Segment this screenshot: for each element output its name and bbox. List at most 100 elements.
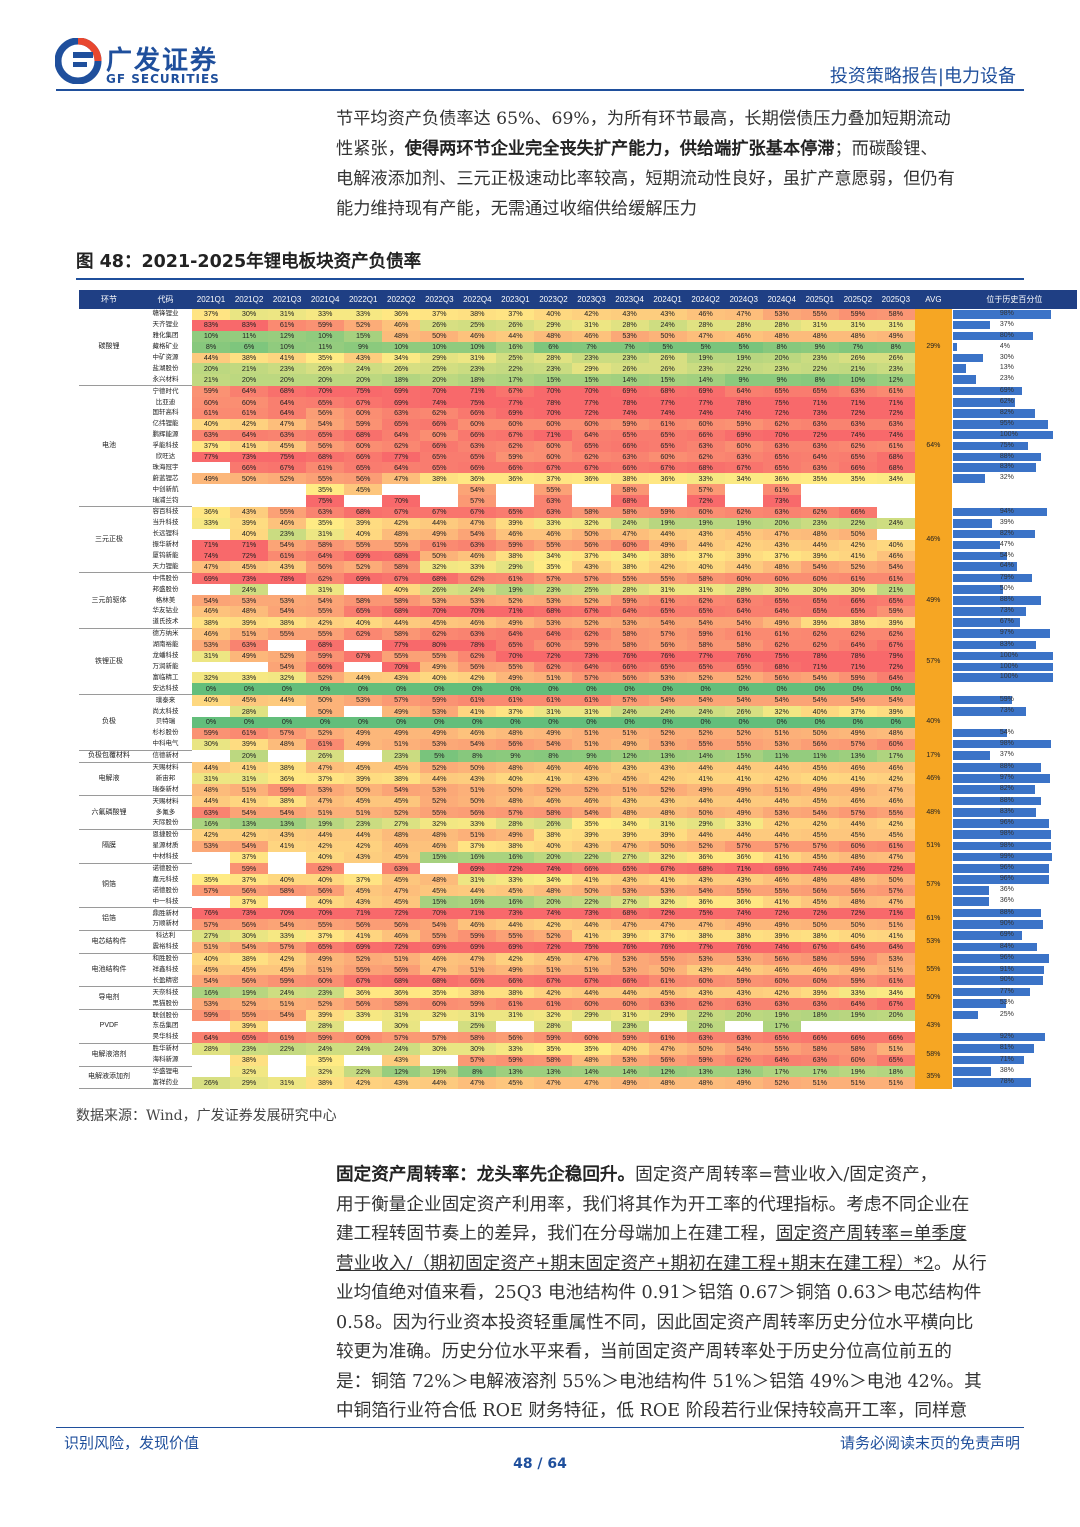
value-cell: 65%	[420, 462, 459, 474]
percentile-cell: 98%	[951, 840, 1077, 852]
percentile-label: 13%	[999, 364, 1014, 372]
value-cell: 58%	[800, 1043, 839, 1055]
value-cell: 62%	[420, 628, 459, 640]
percentile-label: 88%	[999, 796, 1014, 804]
value-cell: 17%	[762, 1021, 801, 1032]
value-cell: 64%	[876, 941, 915, 954]
value-cell: 32%	[192, 672, 231, 684]
value-cell: 61%	[496, 998, 535, 1010]
value-cell: 54%	[268, 606, 307, 617]
value-cell: 74%	[838, 429, 877, 441]
value-cell: 27%	[192, 930, 231, 942]
value-cell: 37%	[192, 309, 231, 320]
value-cell: 72%	[572, 408, 611, 419]
value-cell: 62%	[762, 418, 801, 430]
percentile-bar	[952, 310, 1051, 319]
value-cell: 34%	[724, 473, 763, 485]
table-row: 厦钨新能 74% 72% 61% 64% 69% 68% 50% 46% 38% 34% 37% 34%…	[79, 550, 1077, 562]
figure-source: 数据来源：Wind，广发证券发展研究中心	[76, 1108, 337, 1124]
value-cell: 45%	[876, 829, 915, 841]
value-cell: 65%	[382, 418, 421, 430]
value-cell: 53%	[610, 1054, 649, 1067]
value-cell: 73%	[230, 451, 269, 463]
value-cell: 71%	[876, 907, 915, 919]
value-cell: 48%	[800, 528, 839, 540]
value-cell: 49%	[192, 473, 231, 485]
percentile-cell: 97%	[951, 773, 1077, 785]
value-cell: 60%	[876, 738, 915, 751]
percentile-cell	[951, 1021, 1077, 1032]
value-cell: 66%	[458, 975, 497, 987]
value-cell: 35%	[534, 1043, 573, 1055]
value-cell: 55%	[762, 885, 801, 897]
percentile-cell: 96%	[951, 874, 1077, 886]
value-cell: 59%	[268, 975, 307, 987]
value-cell: 55%	[268, 506, 307, 518]
value-cell: 59%	[306, 1031, 345, 1044]
value-cell: 57%	[686, 484, 725, 496]
value-cell: 74%	[648, 408, 687, 419]
value-cell: 43%	[344, 896, 383, 908]
text-line: 业均值绝对值来看，25Q3 电池结构件 0.91＞铝箔 0.67＞铜箔 0.63…	[336, 1279, 1024, 1309]
value-cell: 45%	[382, 851, 421, 864]
value-cell: 33%	[686, 473, 725, 485]
value-cell: 39%	[876, 616, 915, 629]
value-cell: 48%	[838, 896, 877, 908]
value-cell: 56%	[306, 561, 345, 573]
value-cell: 34%	[610, 817, 649, 830]
value-cell: 0%	[724, 683, 763, 695]
avg-cell: 43%	[914, 1009, 952, 1044]
company-cell: 富祥药业	[139, 1077, 192, 1090]
value-cell: 54%	[686, 616, 725, 629]
value-cell: 66%	[838, 595, 877, 607]
percentile-cell	[951, 484, 1077, 496]
value-cell: 48%	[382, 829, 421, 841]
value-cell: 74%	[534, 863, 573, 875]
percentile-cell: 91%	[951, 964, 1077, 976]
value-cell: 78%	[268, 572, 307, 585]
value-cell: 0%	[192, 716, 231, 728]
value-cell: 47%	[876, 784, 915, 796]
value-cell: 12%	[610, 750, 649, 763]
value-cell: 44%	[420, 773, 459, 785]
value-cell: 46%	[458, 727, 497, 739]
value-cell: 49%	[496, 964, 535, 976]
value-cell: 65%	[496, 639, 535, 651]
value-cell: 51%	[306, 964, 345, 976]
company-cell: 雅化集团	[139, 330, 192, 342]
value-cell: 70%	[268, 907, 307, 919]
company-cell: 容百科技	[139, 506, 192, 518]
value-cell: 47%	[876, 851, 915, 864]
value-cell: 39%	[230, 738, 269, 751]
percentile-cell: 39%	[951, 517, 1077, 529]
value-cell: 22%	[800, 363, 839, 375]
table-row: 中一科技 37% 40% 43% 45% 15% 16% 16% 20% 22% 27% 32% 36%…	[79, 896, 1077, 909]
value-cell: 70%	[458, 606, 497, 617]
percentile-label: 90%	[999, 919, 1014, 927]
percentile-label: 67%	[999, 617, 1014, 625]
value-cell: 17%	[876, 750, 915, 763]
percentile-label: 100%	[999, 662, 1018, 670]
value-cell: 56%	[648, 639, 687, 651]
value-cell: 32%	[268, 672, 307, 684]
value-cell: 38%	[268, 616, 307, 629]
percentile-cell: 96%	[951, 953, 1077, 965]
value-cell: 54%	[268, 1009, 307, 1021]
value-cell: 64%	[268, 408, 307, 419]
text-run: 中铜箔行业符合低 ROE 财务特征，低 ROE 阶段若行业保持较高开工率，同样意	[336, 1401, 968, 1421]
value-cell: 63%	[382, 863, 421, 875]
percentile-bar	[952, 651, 1053, 661]
value-cell: 37%	[230, 874, 269, 886]
body-paragraph: 固定资产周转率：龙头率先企稳回升。固定资产周转率=营业收入/固定资产， 用于衡量企…	[336, 1160, 1024, 1427]
value-cell: 57%	[192, 918, 231, 931]
value-cell: 52%	[648, 727, 687, 739]
value-cell: 28%	[230, 706, 269, 717]
value-cell: 66%	[458, 408, 497, 419]
percentile-bar	[952, 573, 1032, 583]
value-cell: 0%	[686, 716, 725, 728]
value-cell: 23%	[876, 363, 915, 375]
value-cell: 77%	[382, 451, 421, 463]
value-cell: 76%	[610, 650, 649, 662]
value-cell: 45%	[192, 964, 231, 976]
percentile-bar	[952, 919, 1043, 929]
